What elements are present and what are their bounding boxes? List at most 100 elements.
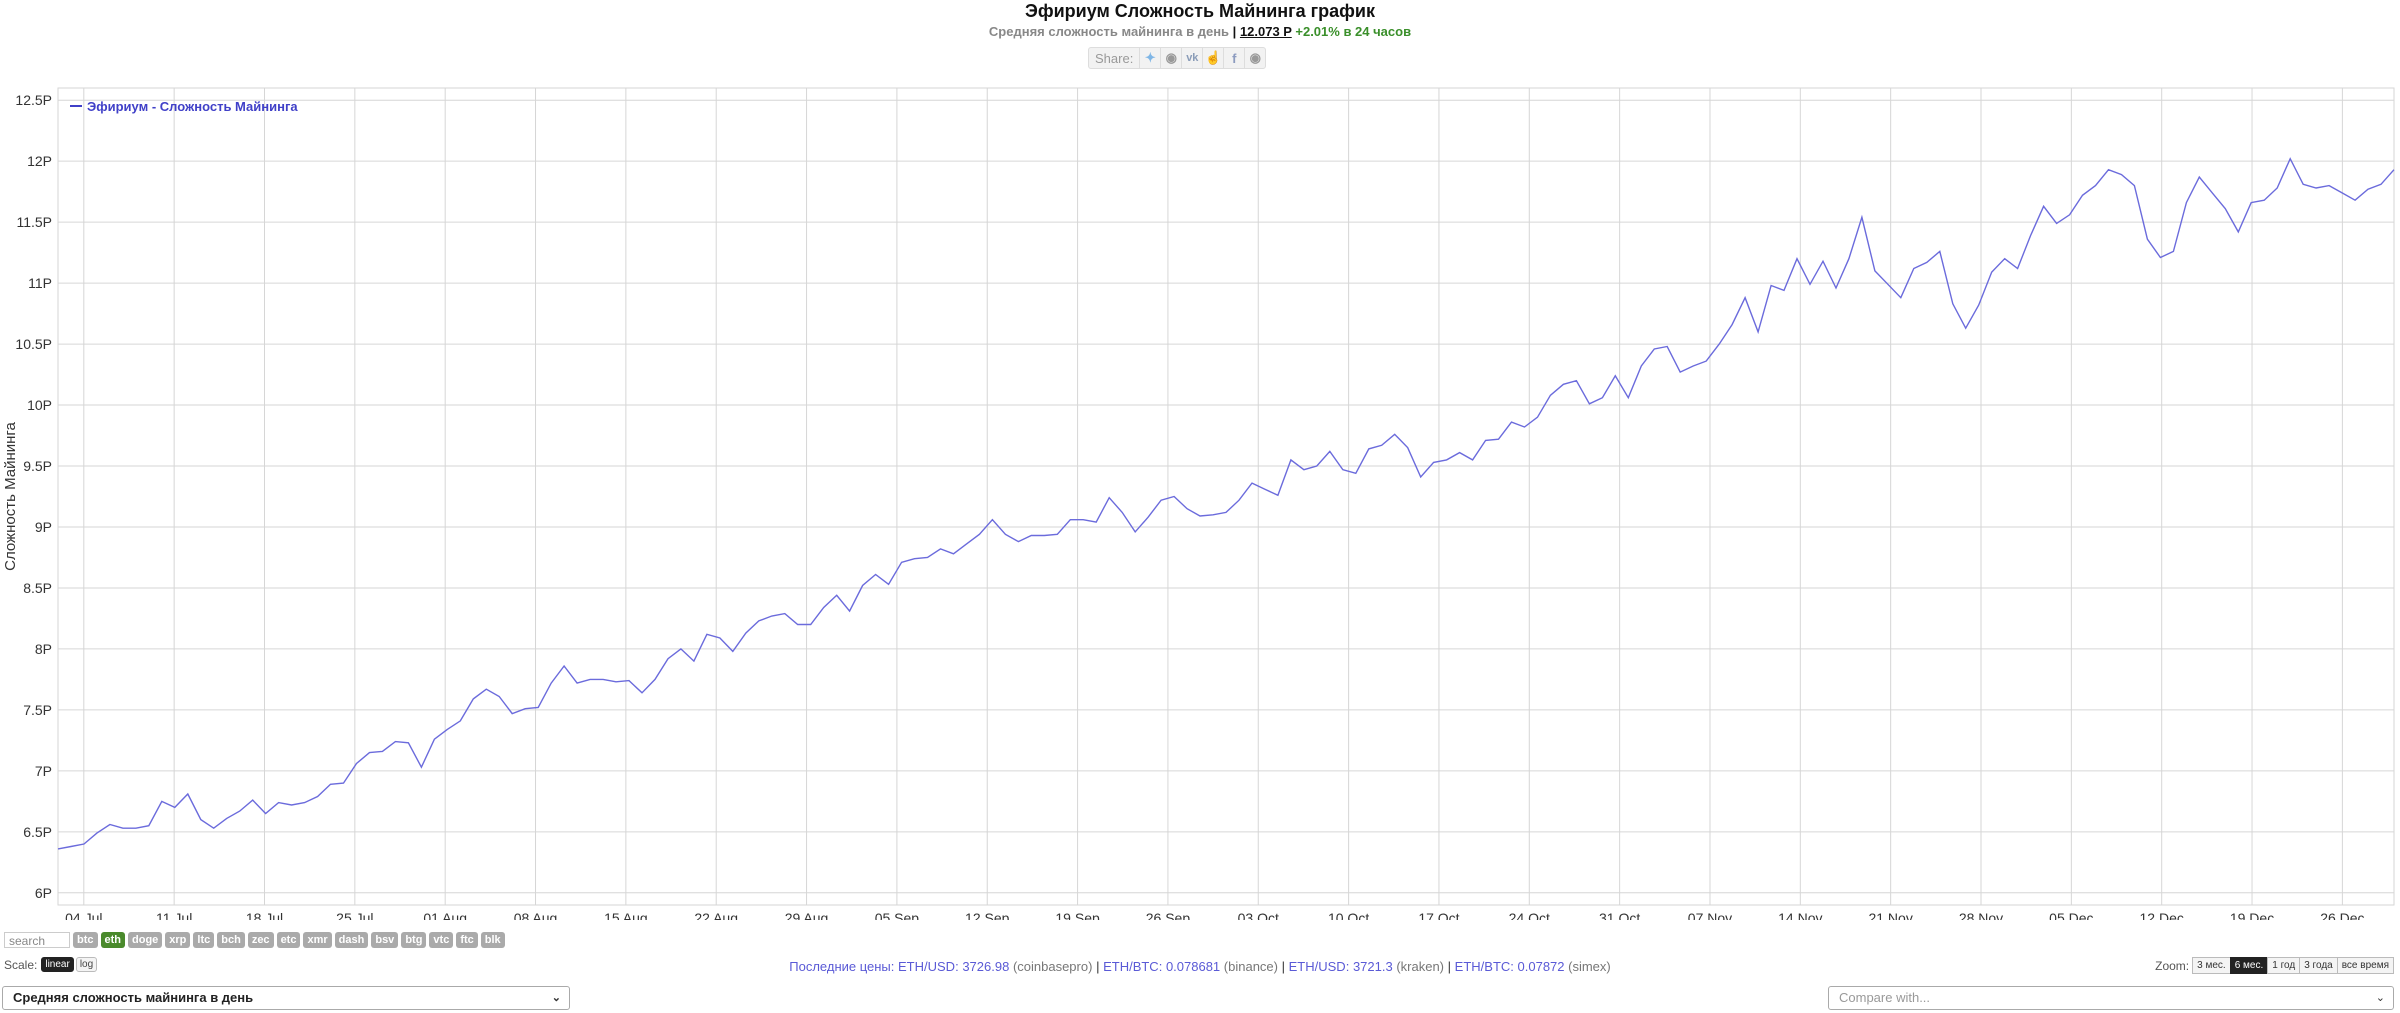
x-tick-label: 11 Jul (156, 910, 192, 920)
coin-selector-row: search btc eth doge xrp ltc bch zec etc xmr dash b… (0, 930, 505, 950)
coin-tag-ftc[interactable]: ftc (456, 932, 478, 948)
chevron-down-icon: ⌄ (551, 992, 561, 1004)
x-tick-label: 19 Sep (1055, 910, 1100, 920)
compare-select[interactable]: Compare with... ⌄ (1828, 986, 2394, 1010)
x-tick-label: 07 Nov (1688, 910, 1732, 920)
price-value: 0.078681 (1165, 959, 1221, 974)
x-tick-label: 26 Dec (2320, 910, 2364, 920)
zoom-option-button[interactable]: все время (2336, 957, 2394, 974)
y-tick-label: 6P (35, 885, 52, 901)
subtitle-separator: | (1232, 24, 1237, 39)
y-tick-label: 12P (27, 153, 52, 169)
x-tick-label: 28 Nov (1959, 910, 2003, 920)
reddit-icon[interactable]: ◉ (1160, 48, 1181, 68)
price-divider: | (1447, 959, 1452, 974)
coin-tag-bsv[interactable]: bsv (371, 932, 399, 948)
x-tick-label: 12 Sep (965, 910, 1010, 920)
facebook-icon[interactable]: f (1223, 48, 1244, 68)
x-tick-label: 01 Aug (423, 910, 467, 920)
x-tick-label: 24 Oct (1509, 910, 1550, 920)
coin-tag-bch[interactable]: bch (217, 932, 245, 948)
y-tick-label: 10.5P (15, 336, 52, 352)
scale-log-button[interactable]: log (75, 957, 98, 972)
y-tick-label: 7P (35, 763, 52, 779)
scale-linear-button[interactable]: linear (41, 957, 74, 972)
coin-tag-btg[interactable]: btg (401, 932, 427, 948)
share-bar: Share: ✦ ◉ vk ☝ f ◉ (1088, 47, 1267, 69)
price-item[interactable]: ETH/BTC: 0.078681 (binance) (1103, 959, 1278, 974)
x-tick-label: 17 Oct (1418, 910, 1459, 920)
price-value: 3721.3 (1352, 959, 1393, 974)
plot-frame (57, 87, 2395, 906)
share-label: Share: (1095, 50, 1134, 66)
chart-grid (57, 87, 2395, 906)
coin-tag-vtc[interactable]: vtc (429, 932, 454, 948)
zoom-option-button[interactable]: 3 года (2299, 957, 2338, 974)
coin-tag-xrp[interactable]: xrp (165, 932, 191, 948)
like-icon[interactable]: ☝ (1202, 48, 1223, 68)
x-tick-label: 12 Dec (2140, 910, 2184, 920)
weibo-icon[interactable]: ◉ (1244, 48, 1265, 68)
prices-label: Последние цены: (789, 959, 895, 974)
x-tick-label: 22 Aug (694, 910, 738, 920)
coin-tag-etc[interactable]: etc (276, 932, 301, 948)
y-tick-label: 7.5P (23, 702, 52, 718)
metric-select[interactable]: Средняя сложность майнинга в день ⌄ (2, 986, 570, 1010)
difficulty-chart[interactable]: 6P 6.5P 7P 7.5P 8P 8.5P 9P 9.5P 10P 10.5P 11P 11.5P… (0, 80, 2400, 920)
vk-icon[interactable]: vk (1181, 48, 1202, 68)
chart-subtitle: Средняя сложность майнинга в день | 12.0… (0, 24, 2400, 39)
x-tick-label: 03 Oct (1238, 910, 1279, 920)
y-tick-label: 12.5P (15, 92, 52, 108)
series-line[interactable] (57, 157, 2395, 850)
coin-tag-dash[interactable]: dash (334, 932, 369, 948)
coin-tag-xmr[interactable]: xmr (303, 932, 332, 948)
y-tick-label: 11.5P (16, 214, 52, 230)
zoom-label: Zoom: (2155, 958, 2190, 973)
x-tick-label: 25 Jul (336, 910, 373, 920)
x-tick-label: 04 Jul (65, 910, 102, 920)
x-tick-label: 05 Sep (875, 910, 920, 920)
y-tick-label: 8.5P (23, 580, 52, 596)
y-tick-label: 6.5P (23, 824, 52, 840)
coin-tag-btc[interactable]: btc (73, 932, 98, 948)
coin-tag-zec[interactable]: zec (247, 932, 274, 948)
change-24h: +2.01% в 24 часов (1295, 24, 1412, 39)
chevron-down-icon: ⌄ (2375, 992, 2385, 1004)
x-tick-label: 15 Aug (604, 910, 648, 920)
price-source: (simex) (1568, 959, 1611, 974)
current-value[interactable]: 12.073 P (1239, 24, 1292, 39)
coin-search-input[interactable]: search (4, 932, 70, 948)
zoom-option-button[interactable]: 1 год (2267, 957, 2301, 974)
price-value: 0.07872 (1517, 959, 1565, 974)
price-pair: ETH/USD: (1288, 959, 1350, 974)
scale-label: Scale: (4, 957, 38, 972)
y-tick-label: 10P (27, 397, 52, 413)
zoom-option-button[interactable]: 6 мес. (2229, 957, 2269, 974)
coin-tag-blk[interactable]: blk (480, 932, 505, 948)
price-item[interactable]: ETH/USD: 3726.98 (coinbasepro) (898, 959, 1092, 974)
price-source: (coinbasepro) (1012, 959, 1093, 974)
coin-tag-doge[interactable]: doge (128, 932, 163, 948)
x-tick-label: 08 Aug (514, 910, 558, 920)
coin-tag-eth[interactable]: eth (100, 932, 125, 948)
chart-legend[interactable]: Эфириум - Сложность Майнинга (70, 99, 298, 114)
chart-series[interactable] (57, 157, 2395, 850)
twitter-icon[interactable]: ✦ (1139, 48, 1160, 68)
coin-tag-ltc[interactable]: ltc (193, 932, 215, 948)
price-item[interactable]: ETH/USD: 3721.3 (kraken) (1289, 959, 1444, 974)
x-tick-label: 29 Aug (785, 910, 829, 920)
price-pair: ETH/USD: (898, 959, 959, 974)
x-tick-label: 26 Sep (1146, 910, 1191, 920)
y-tick-label: 8P (35, 641, 52, 657)
price-source: (binance) (1223, 959, 1278, 974)
price-pair: ETH/BTC: (1103, 959, 1163, 974)
legend-label[interactable]: Эфириум - Сложность Майнинга (87, 99, 298, 114)
y-tick-label: 9P (35, 519, 52, 535)
scale-controls: Scale: linear log (4, 957, 98, 972)
price-divider: | (1281, 959, 1286, 974)
y-tick-label: 9.5P (23, 458, 52, 474)
price-item[interactable]: ETH/BTC: 0.07872 (simex) (1455, 959, 1611, 974)
price-pair: ETH/BTC: (1454, 959, 1514, 974)
zoom-option-button[interactable]: 3 мес. (2192, 957, 2231, 974)
price-value: 3726.98 (962, 959, 1010, 974)
